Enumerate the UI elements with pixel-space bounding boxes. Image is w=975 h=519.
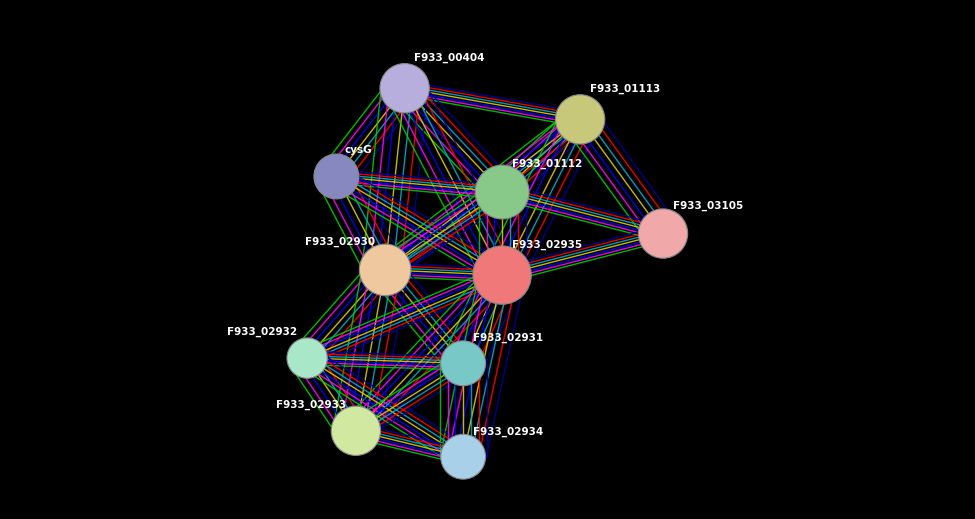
Ellipse shape xyxy=(360,244,410,296)
Text: F933_01112: F933_01112 xyxy=(512,158,582,169)
Ellipse shape xyxy=(380,63,429,113)
Text: F933_02931: F933_02931 xyxy=(473,332,543,343)
Ellipse shape xyxy=(441,434,486,479)
Ellipse shape xyxy=(287,338,328,378)
Text: F933_00404: F933_00404 xyxy=(414,53,485,63)
Ellipse shape xyxy=(475,165,529,219)
Text: F933_02935: F933_02935 xyxy=(512,240,582,250)
Ellipse shape xyxy=(332,406,380,456)
Ellipse shape xyxy=(639,209,687,258)
Ellipse shape xyxy=(441,341,486,386)
Text: F933_03105: F933_03105 xyxy=(673,201,743,211)
Text: cysG: cysG xyxy=(344,145,371,155)
Text: F933_02930: F933_02930 xyxy=(305,237,375,247)
Text: F933_02934: F933_02934 xyxy=(473,427,543,437)
Ellipse shape xyxy=(473,246,531,304)
Text: F933_02932: F933_02932 xyxy=(227,327,297,337)
Ellipse shape xyxy=(556,94,604,144)
Ellipse shape xyxy=(314,154,359,199)
Text: F933_01113: F933_01113 xyxy=(590,84,660,94)
Text: F933_02933: F933_02933 xyxy=(276,400,346,410)
